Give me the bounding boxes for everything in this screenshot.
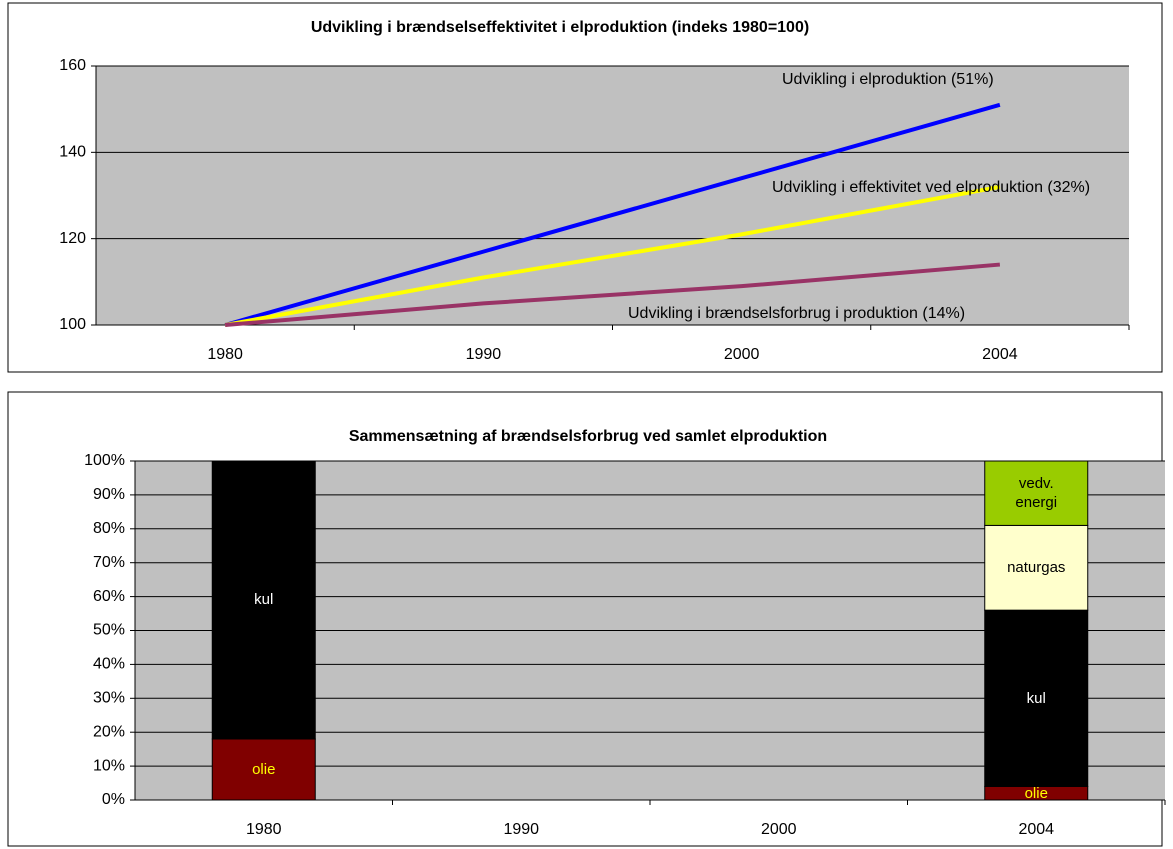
- y-tick-label: 100%: [84, 452, 125, 469]
- segment-label: naturgas: [1007, 559, 1066, 577]
- y-tick-label: 60%: [93, 588, 125, 605]
- series-label: Udvikling i effektivitet ved elproduktio…: [772, 179, 1091, 196]
- bar-segment: [984, 524, 1089, 611]
- y-tick-label: 160: [59, 57, 86, 74]
- y-tick-label: 100: [59, 316, 86, 333]
- y-tick-label: 30%: [93, 690, 125, 707]
- bar-segment: [211, 460, 316, 740]
- y-tick-label: 120: [59, 230, 86, 247]
- series-label: Udvikling i brændselsforbrug i produktio…: [628, 305, 966, 322]
- chart-title: Sammensætning af brændselsforbrug ved sa…: [349, 428, 827, 445]
- series-line: [224, 102, 1001, 327]
- y-tick-label: 50%: [93, 622, 125, 639]
- y-tick-label: 0%: [102, 791, 125, 808]
- bar-segment: [984, 609, 1089, 787]
- y-tick-label: 80%: [93, 520, 125, 537]
- series-line: [224, 262, 1001, 327]
- segment-label: kul: [1026, 689, 1046, 707]
- series-label: Udvikling i elproduktion (51%): [782, 71, 994, 88]
- x-tick-label: 1980: [246, 821, 282, 838]
- x-tick-label: 2000: [761, 821, 797, 838]
- x-tick-label: 2000: [724, 346, 760, 363]
- chart-title: Udvikling i brændselseffektivitet i elpr…: [311, 19, 809, 36]
- x-tick-label: 1980: [207, 346, 243, 363]
- y-tick-label: 20%: [93, 723, 125, 740]
- y-tick-label: 70%: [93, 554, 125, 571]
- segment-label: olie: [1024, 784, 1048, 802]
- y-tick-label: 140: [59, 144, 86, 161]
- bar-segment: [984, 460, 1089, 526]
- x-tick-label: 2004: [1018, 821, 1054, 838]
- x-tick-label: 1990: [503, 821, 539, 838]
- y-tick-label: 90%: [93, 486, 125, 503]
- y-tick-label: 10%: [93, 757, 125, 774]
- bar-segment: [211, 738, 316, 801]
- y-tick-label: 40%: [93, 656, 125, 673]
- x-tick-label: 1990: [466, 346, 502, 363]
- x-tick-label: 2004: [982, 346, 1018, 363]
- segment-label: olie: [252, 760, 276, 778]
- segment-label: vedv. energi: [1015, 475, 1058, 512]
- segment-label: kul: [254, 591, 274, 609]
- series-line: [224, 184, 1001, 327]
